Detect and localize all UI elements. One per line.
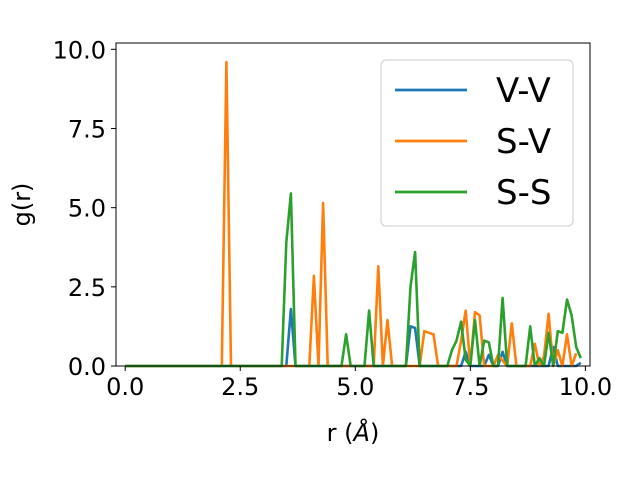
plot-frame [115, 42, 591, 367]
legend: V-V S-V S-S [380, 59, 574, 227]
series-line-S-V [125, 60, 578, 368]
x-tick-label: 10.0 [559, 373, 612, 401]
x-tick-label: 7.5 [451, 373, 489, 401]
y-tick-label: 7.5 [68, 116, 106, 144]
x-axis-label-suffix: ) [370, 419, 379, 447]
x-axis-label-prefix: r ( [327, 419, 354, 447]
y-tick-label: 0.0 [68, 353, 106, 381]
legend-box [380, 59, 574, 227]
x-tick-label: 2.5 [221, 373, 259, 401]
legend-label: S-S [496, 173, 551, 213]
legend-label: V-V [496, 71, 551, 111]
axes-layer: 0.0 2.5 5.0 7.5 10.0 0.0 2.5 5.0 7.5 10.0 r (Å) g(r… [8, 36, 612, 447]
y-tick-label: 10.0 [53, 36, 106, 64]
y-axis-label: g(r) [8, 183, 36, 227]
y-tick-label: 2.5 [68, 274, 106, 302]
x-axis-label: r (Å) [327, 418, 380, 447]
y-tick-label: 5.0 [68, 195, 106, 223]
x-tick-label: 5.0 [336, 373, 374, 401]
x-tick-label: 0.0 [106, 373, 144, 401]
x-axis-label-unit: Å [352, 418, 370, 447]
legend-label: S-V [496, 122, 551, 162]
